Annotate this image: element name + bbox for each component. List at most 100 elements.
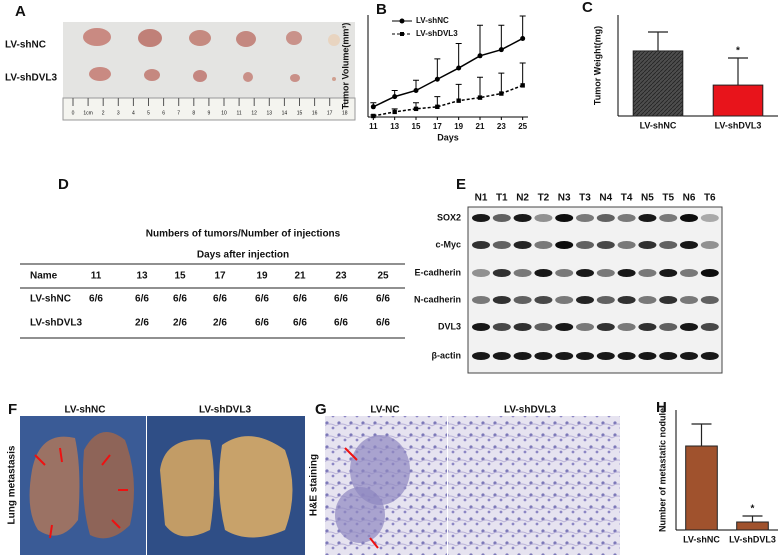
protein-label: SOX2: [437, 212, 461, 222]
ruler-label: 7: [177, 110, 180, 116]
band: [513, 214, 532, 222]
band: [680, 352, 698, 360]
nodule: [350, 435, 410, 505]
error-bar: [498, 24, 505, 50]
table-cell: 6/6: [293, 318, 307, 329]
band: [638, 241, 657, 249]
band: [596, 352, 615, 360]
x-tick-label: LV-shDVL3: [715, 120, 762, 130]
legend-label: LV-shNC: [416, 16, 449, 25]
nodule: [335, 487, 385, 543]
band: [555, 269, 574, 277]
band: [680, 296, 698, 304]
marker: [477, 95, 483, 100]
lane-label: N1: [475, 193, 488, 204]
marker: [435, 104, 440, 109]
ruler-label: 0: [72, 110, 75, 116]
band: [492, 352, 511, 360]
lane-label: N5: [641, 193, 654, 204]
table-subheader: Days after injection: [197, 250, 289, 261]
bar-hatch: [633, 50, 683, 116]
lane-label: T4: [621, 193, 633, 204]
protein-label: DVL3: [438, 321, 461, 331]
table-cell: 6/6: [89, 294, 103, 305]
lane-label: N4: [599, 193, 612, 204]
error-bar: [728, 57, 748, 86]
panel-label: B: [376, 1, 387, 18]
table-cell: 2/6: [213, 318, 227, 329]
band: [617, 323, 636, 331]
band: [638, 323, 657, 331]
ruler-label: 3: [117, 110, 120, 116]
band: [534, 296, 553, 304]
ruler-label: 12: [251, 110, 257, 116]
band: [617, 296, 636, 304]
ruler-label: 8: [192, 110, 195, 116]
row-label: LV-shNC: [5, 40, 46, 51]
band: [576, 352, 594, 360]
error-bar: [742, 515, 763, 522]
x-tick-label: LV-shNC: [683, 534, 720, 544]
series-line: [373, 84, 523, 117]
band: [534, 269, 553, 277]
band: [680, 241, 698, 249]
table-cell: 6/6: [255, 318, 269, 329]
band: [659, 323, 678, 331]
band: [700, 241, 719, 249]
band: [596, 214, 615, 222]
band: [576, 323, 594, 331]
band: [513, 323, 532, 331]
ruler-label: 1cm: [83, 110, 92, 116]
band: [680, 323, 698, 331]
band: [596, 296, 615, 304]
error-bar: [455, 43, 462, 69]
band: [680, 269, 698, 277]
band: [576, 241, 594, 249]
band: [513, 269, 532, 277]
band: [513, 241, 532, 249]
band: [659, 241, 678, 249]
x-tick-label: 15: [412, 122, 421, 131]
band: [576, 269, 594, 277]
error-bar: [434, 58, 441, 80]
band: [700, 214, 719, 222]
band: [659, 214, 678, 222]
band: [534, 352, 553, 360]
band: [617, 241, 636, 249]
table-cell: 6/6: [293, 294, 307, 305]
arrows: [344, 447, 379, 549]
marker: [392, 94, 398, 100]
ruler-label: 15: [297, 110, 303, 116]
marker: [456, 98, 461, 103]
ruler-label: 13: [267, 110, 273, 116]
ruler-label: 6: [162, 110, 165, 116]
image-title: LV-shDVL3: [199, 405, 251, 416]
table-header: Name: [30, 271, 58, 282]
ruler-label: 11: [236, 110, 241, 116]
error-bar: [519, 62, 526, 86]
marker: [520, 83, 525, 88]
lane-label: N3: [558, 193, 571, 204]
band: [555, 296, 574, 304]
ruler-label: 17: [327, 110, 333, 116]
table-header: 15: [174, 271, 186, 282]
x-tick-label: 17: [433, 122, 442, 131]
lane-label: N2: [516, 193, 529, 204]
row-label: LV-shDVL3: [5, 73, 57, 84]
x-tick-label: 19: [454, 122, 463, 131]
table-cell: 6/6: [376, 318, 390, 329]
ruler-label: 4: [132, 110, 135, 116]
x-tick-label: LV-shNC: [640, 120, 677, 130]
band: [700, 269, 719, 277]
x-tick-label: 11: [369, 122, 378, 131]
band: [534, 241, 553, 249]
lane-label: T1: [496, 193, 508, 204]
band: [492, 214, 511, 222]
marker: [520, 35, 526, 41]
band: [513, 296, 532, 304]
lane-label: T5: [662, 193, 674, 204]
band: [659, 296, 678, 304]
lung: [219, 436, 293, 538]
lane-label: N6: [683, 193, 696, 204]
band: [596, 241, 615, 249]
